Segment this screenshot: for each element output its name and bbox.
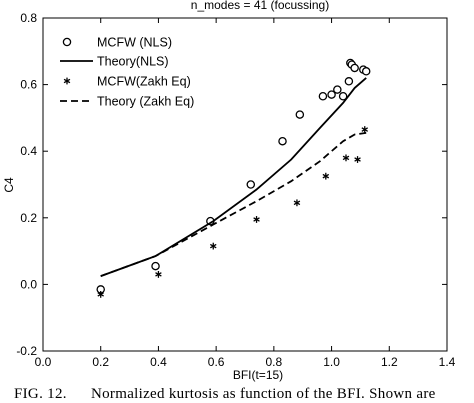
data-point — [344, 77, 354, 86]
legend: MCFW (NLS) Theory(NLS) MCFW(Zakh Eq) Theory… — [60, 36, 194, 109]
x-tick-label: 0.2 — [92, 355, 109, 369]
legend-label: MCFW(Zakh Eq) — [97, 75, 191, 89]
x-tick-label: 0.0 — [35, 355, 52, 369]
series-mcfw-zakh-eq- — [97, 126, 369, 298]
data-point — [155, 271, 162, 278]
data-point — [295, 110, 305, 119]
y-axis: -0.2 0.0 0.2 0.4 0.6 0.8 — [16, 11, 447, 358]
asterisk-stroke — [97, 292, 104, 297]
asterisk-stroke — [155, 272, 162, 277]
data-point — [151, 261, 160, 271]
legend-label: MCFW (NLS) — [97, 36, 172, 50]
data-point — [97, 290, 104, 298]
series-theory-zakh-eq- — [100, 132, 367, 277]
x-axis: 0.0 0.2 0.4 0.6 0.8 1.0 1.2 1.4 — [35, 18, 456, 369]
legend-label: Theory(NLS) — [97, 55, 169, 69]
data-point — [342, 154, 350, 162]
x-tick-label: 0.8 — [266, 355, 283, 369]
y-tick-label: 0.2 — [20, 211, 37, 225]
y-tick-label: 0.8 — [20, 11, 37, 25]
caption-text: Normalized kurtosis as function of the B… — [91, 386, 436, 402]
caption-figure-number: FIG. 12. — [14, 386, 67, 402]
series-layer — [96, 58, 371, 298]
figure-caption: FIG. 12. Normalized kurtosis as function… — [0, 386, 474, 403]
plot-frame — [42, 17, 448, 352]
x-axis-label: BFI(t=15) — [233, 368, 283, 382]
data-point — [293, 199, 301, 207]
data-point — [361, 67, 371, 76]
x-tick-label: 1.4 — [439, 355, 456, 369]
y-tick-label: -0.2 — [16, 344, 37, 358]
data-point — [246, 180, 256, 189]
data-point — [278, 136, 287, 146]
data-point — [333, 85, 342, 94]
series-line — [100, 77, 367, 277]
y-axis-label: C4 — [2, 177, 16, 193]
data-point — [318, 92, 328, 101]
data-point — [209, 242, 217, 250]
asterisk-stroke — [209, 243, 217, 249]
y-tick-label: 0.6 — [20, 78, 37, 92]
data-point — [322, 172, 330, 180]
asterisk-stroke — [361, 127, 369, 132]
legend-label: Theory (Zakh Eq) — [97, 95, 194, 109]
series-mcfw-nls- — [96, 58, 371, 294]
x-tick-label: 1.0 — [323, 355, 340, 369]
series-theory-nls- — [100, 77, 367, 277]
y-tick-label: 0.0 — [20, 277, 37, 291]
x-tick-label: 0.4 — [150, 355, 167, 369]
asterisk-stroke — [63, 78, 71, 84]
y-tick-label: 0.4 — [20, 144, 37, 158]
legend-item: Theory (Zakh Eq) — [60, 95, 194, 109]
data-point — [350, 63, 359, 73]
data-point — [338, 92, 348, 101]
asterisk-stroke — [253, 217, 260, 222]
data-point — [354, 156, 361, 163]
series-line — [100, 132, 367, 277]
asterisk-stroke — [293, 200, 301, 206]
asterisk-stroke — [342, 155, 350, 161]
x-tick-label: 0.6 — [208, 355, 225, 369]
asterisk-stroke — [354, 157, 361, 162]
chart-title: n_modes = 41 (focussing) — [191, 0, 329, 12]
data-point — [253, 216, 260, 223]
data-point — [327, 90, 336, 99]
legend-circle-swatch — [62, 37, 72, 47]
asterisk-stroke — [322, 173, 330, 179]
data-point — [361, 126, 369, 133]
legend-item: MCFW (NLS) — [62, 36, 172, 50]
legend-item: Theory(NLS) — [60, 55, 169, 69]
legend-item: MCFW(Zakh Eq) — [63, 75, 191, 89]
legend-asterisk-swatch — [63, 77, 71, 85]
x-tick-label: 1.2 — [381, 355, 398, 369]
